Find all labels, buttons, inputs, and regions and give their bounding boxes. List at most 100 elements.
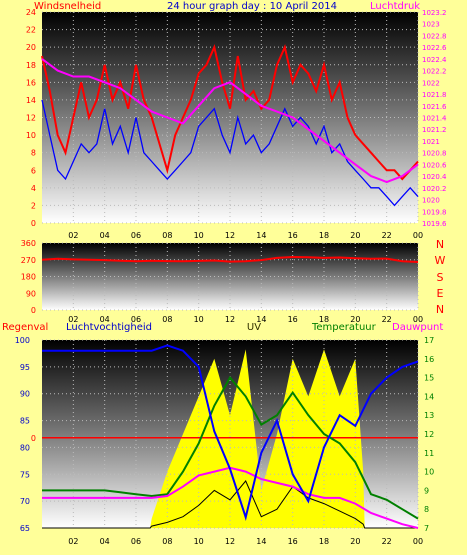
wind-average-line (41, 99, 419, 207)
pressure-tick-label: 1021.2 (422, 126, 447, 134)
temperature-tick-label: 13 (424, 411, 434, 420)
x-tick-label: 08 (162, 315, 172, 324)
x-tick-label: 06 (131, 315, 141, 324)
pressure-tick-label: 1021.4 (422, 115, 447, 123)
x-tick-label: 04 (100, 537, 110, 546)
pressure-tick-label: 1022.2 (422, 68, 447, 76)
humidity-tick-label: 85 (20, 417, 30, 426)
temperature-axis: 7 8 9 10 11 12 13 14 15 16 17 (424, 336, 434, 533)
pressure-tick-label: 1019.6 (422, 220, 447, 228)
pressure-line (41, 58, 419, 184)
wind-tick-label: 10 (26, 131, 36, 140)
rain-tick-label: 0 (31, 434, 36, 443)
climate-time-axis: 02 04 06 08 10 12 14 16 18 20 22 00 (68, 537, 423, 546)
x-tick-label: 10 (194, 231, 204, 240)
direction-axis: 0 90 180 270 360 (21, 239, 36, 315)
humidity-tick-label: 70 (20, 497, 30, 506)
x-tick-label: 14 (256, 231, 266, 240)
humidity-tick-label: 90 (20, 390, 30, 399)
humidity-line (42, 344, 419, 521)
x-tick-label: 20 (350, 315, 360, 324)
x-tick-label: 12 (225, 231, 235, 240)
pressure-tick-label: 1021 (422, 138, 440, 146)
direction-series (41, 255, 419, 263)
temperature-tick-label: 14 (424, 392, 434, 401)
x-tick-label: 04 (100, 315, 110, 324)
wind-tick-label: 0 (31, 219, 36, 228)
direction-tick-label: 180 (21, 273, 36, 282)
direction-tick-label: 270 (21, 256, 36, 265)
x-tick-label: 16 (288, 537, 298, 546)
pressure-axis: 1019.6 1019.8 1020 1020.2 1020.4 1020.6 1020.8… (422, 9, 447, 228)
x-tick-label: 08 (162, 537, 172, 546)
pressure-tick-label: 1021.8 (422, 91, 447, 99)
temperature-tick-label: 11 (424, 449, 434, 458)
pressure-tick-label: 1023.2 (422, 9, 447, 17)
humidity-tick-label: 95 (20, 363, 30, 372)
wind-tick-label: 20 (26, 43, 36, 52)
x-tick-label: 10 (194, 315, 204, 324)
temperature-tick-label: 10 (424, 468, 434, 477)
pressure-tick-label: 1020.6 (422, 161, 447, 169)
pressure-tick-label: 1020.4 (422, 173, 447, 181)
wind-tick-label: 4 (31, 184, 36, 193)
direction-letter-w: W (435, 254, 446, 267)
temperature-label: Temperatuur (311, 322, 377, 333)
x-tick-label: 16 (288, 231, 298, 240)
pressure-tick-label: 1022.6 (422, 44, 447, 52)
wind-tick-label: 6 (31, 166, 36, 175)
humidity-axis: 65 70 75 80 85 90 95 100 (15, 336, 30, 533)
pressure-label: Luchtdruk (370, 1, 420, 12)
direction-tick-label: 0 (31, 306, 36, 315)
x-tick-label: 14 (256, 315, 266, 324)
wind-tick-label: 18 (26, 61, 36, 70)
x-tick-label: 06 (131, 537, 141, 546)
x-tick-label: 14 (256, 537, 266, 546)
humidity-label: Luchtvochtigheid (66, 322, 152, 333)
temperature-tick-label: 12 (424, 430, 434, 439)
wind-direction-line (41, 255, 419, 263)
x-tick-label: 22 (382, 231, 392, 240)
x-tick-label: 22 (382, 537, 392, 546)
uv-label: UV (247, 322, 261, 333)
x-tick-label: 16 (288, 315, 298, 324)
wind-speed-line (41, 44, 419, 181)
wind-tick-label: 24 (26, 8, 36, 17)
humidity-tick-label: 65 (20, 524, 30, 533)
temperature-tick-label: 16 (424, 355, 434, 364)
rain-label: Regenval (2, 322, 48, 333)
pressure-tick-label: 1021.6 (422, 103, 447, 111)
pressure-tick-label: 1020.2 (422, 185, 447, 193)
pressure-tick-label: 1022 (422, 79, 440, 87)
wind-tick-label: 14 (26, 96, 36, 105)
wind-tick-label: 22 (26, 26, 36, 35)
x-tick-label: 22 (382, 315, 392, 324)
direction-tick-label: 360 (21, 239, 36, 248)
direction-letter-s: S (437, 271, 444, 284)
x-tick-label: 00 (413, 315, 423, 324)
direction-letter-n-top: N (436, 238, 444, 251)
uv-area (42, 349, 418, 528)
solar-line (42, 480, 418, 529)
x-tick-label: 18 (319, 315, 329, 324)
x-tick-label: 04 (100, 231, 110, 240)
pressure-tick-label: 1019.8 (422, 208, 447, 216)
x-tick-label: 02 (68, 315, 78, 324)
temperature-line (42, 375, 419, 520)
temperature-tick-label: 8 (424, 505, 429, 514)
x-tick-label: 02 (68, 537, 78, 546)
page-title: 24 hour graph day : 10 April 2014 (167, 1, 337, 12)
direction-letter-n-bottom: N (436, 303, 444, 316)
x-tick-label: 12 (225, 537, 235, 546)
climate-grid (42, 339, 419, 529)
humidity-tick-label: 100 (15, 336, 30, 345)
x-tick-label: 12 (225, 315, 235, 324)
x-tick-label: 06 (131, 231, 141, 240)
x-tick-label: 18 (319, 231, 329, 240)
pressure-tick-label: 1020.8 (422, 150, 447, 158)
